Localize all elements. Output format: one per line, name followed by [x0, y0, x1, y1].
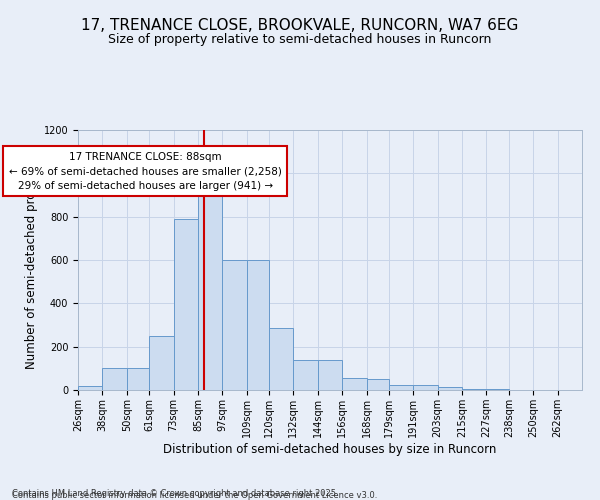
Bar: [247, 260, 269, 390]
Bar: [293, 360, 318, 390]
Bar: [389, 384, 413, 390]
Bar: [127, 368, 149, 390]
Bar: [198, 190, 222, 390]
Bar: [342, 378, 367, 390]
Text: Contains HM Land Registry data © Crown copyright and database right 2025.: Contains HM Land Registry data © Crown c…: [12, 488, 338, 498]
Text: 17 TRENANCE CLOSE: 88sqm
← 69% of semi-detached houses are smaller (2,258)
29% o: 17 TRENANCE CLOSE: 88sqm ← 69% of semi-d…: [8, 152, 281, 192]
Text: Contains public sector information licensed under the Open Government Licence v3: Contains public sector information licen…: [12, 491, 377, 500]
Bar: [487, 389, 509, 390]
Bar: [269, 328, 293, 390]
Bar: [78, 386, 103, 390]
Bar: [173, 219, 198, 390]
X-axis label: Distribution of semi-detached houses by size in Runcorn: Distribution of semi-detached houses by …: [163, 442, 497, 456]
Bar: [367, 379, 389, 390]
Y-axis label: Number of semi-detached properties: Number of semi-detached properties: [25, 150, 38, 370]
Bar: [318, 360, 342, 390]
Bar: [413, 384, 438, 390]
Bar: [462, 389, 487, 390]
Bar: [438, 387, 462, 390]
Bar: [103, 368, 127, 390]
Bar: [149, 336, 173, 390]
Bar: [222, 260, 247, 390]
Text: 17, TRENANCE CLOSE, BROOKVALE, RUNCORN, WA7 6EG: 17, TRENANCE CLOSE, BROOKVALE, RUNCORN, …: [82, 18, 518, 32]
Text: Size of property relative to semi-detached houses in Runcorn: Size of property relative to semi-detach…: [109, 32, 491, 46]
